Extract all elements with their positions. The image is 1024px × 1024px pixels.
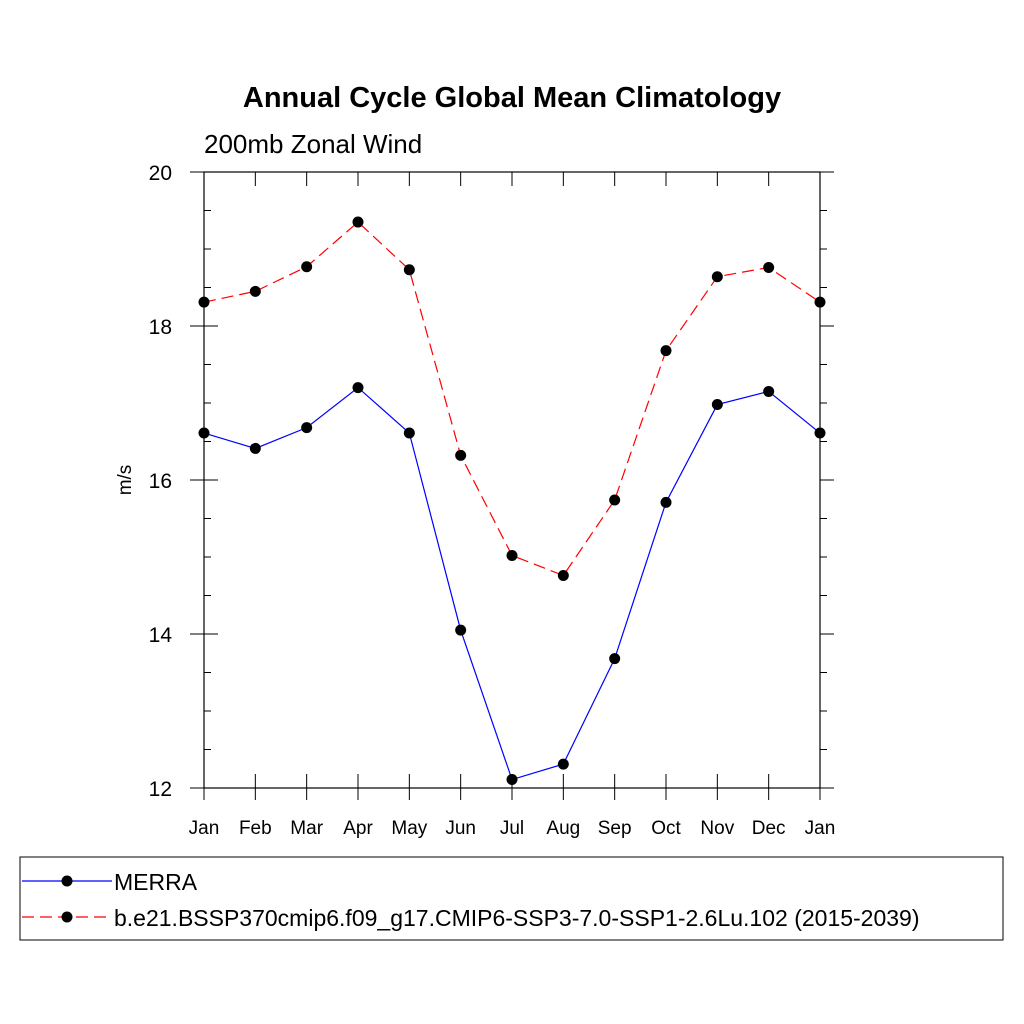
- data-point: [198, 427, 210, 439]
- chart-subtitle: 200mb Zonal Wind: [204, 129, 422, 159]
- x-tick-label: May: [391, 818, 427, 839]
- x-tick-label: Nov: [700, 818, 734, 839]
- x-tick-label: Jan: [189, 818, 220, 839]
- data-point: [609, 494, 621, 506]
- series-2: [198, 216, 826, 581]
- legend-marker: [61, 875, 73, 887]
- plot-frame: [203, 171, 821, 789]
- series-line: [203, 386, 821, 781]
- series-line: [203, 221, 821, 577]
- x-tick-label: Apr: [343, 818, 373, 839]
- data-point: [506, 774, 518, 786]
- data-point: [249, 442, 261, 454]
- y-tick-label: 12: [149, 778, 172, 801]
- x-tick-label: Mar: [290, 818, 323, 839]
- data-point: [557, 758, 569, 770]
- legend-marker: [61, 911, 73, 923]
- y-axis-label: m/s: [115, 465, 136, 496]
- data-point: [609, 653, 621, 665]
- legend-label: MERRA: [114, 869, 198, 895]
- x-tick-label: Oct: [651, 818, 681, 839]
- data-point: [403, 427, 415, 439]
- legend-box: [19, 856, 1004, 941]
- data-point: [301, 261, 313, 273]
- data-point: [403, 264, 415, 276]
- x-tick-label: Jan: [805, 818, 836, 839]
- data-point: [506, 549, 518, 561]
- data-point: [352, 216, 364, 228]
- x-tick-label: Feb: [239, 818, 272, 839]
- chart-title: Annual Cycle Global Mean Climatology: [243, 82, 781, 114]
- data-point: [455, 449, 467, 461]
- data-point: [660, 345, 672, 357]
- y-tick-label: 20: [149, 162, 172, 185]
- data-point: [711, 271, 723, 283]
- data-point: [660, 496, 672, 508]
- data-point: [814, 427, 826, 439]
- series-1: [198, 382, 826, 786]
- y-tick-label: 16: [149, 470, 172, 493]
- data-point: [711, 399, 723, 411]
- plot-series: [198, 216, 826, 786]
- data-point: [352, 382, 364, 394]
- x-tick-label: Dec: [752, 818, 786, 839]
- data-point: [198, 296, 210, 308]
- y-tick-label: 18: [149, 316, 172, 339]
- axes: Jan Feb Mar Apr May Jun Jul Aug Sep Oct Nov Dec Jan 1…: [149, 162, 836, 839]
- x-tick-label: Sep: [598, 818, 632, 839]
- data-point: [455, 624, 467, 636]
- data-point: [249, 285, 261, 297]
- data-point: [814, 296, 826, 308]
- legend-label: b.e21.BSSP370cmip6.f09_g17.CMIP6-SSP3-7.…: [114, 905, 920, 931]
- data-point: [763, 261, 775, 273]
- x-tick-label: Jun: [445, 818, 476, 839]
- y-tick-label: 14: [149, 624, 173, 647]
- data-point: [557, 569, 569, 581]
- data-point: [763, 385, 775, 397]
- legend: MERRA b.e21.BSSP370cmip6.f09_g17.CMIP6-SS…: [19, 856, 1004, 941]
- data-point: [301, 422, 313, 434]
- x-tick-label: Aug: [546, 818, 580, 839]
- x-tick-label: Jul: [500, 818, 524, 839]
